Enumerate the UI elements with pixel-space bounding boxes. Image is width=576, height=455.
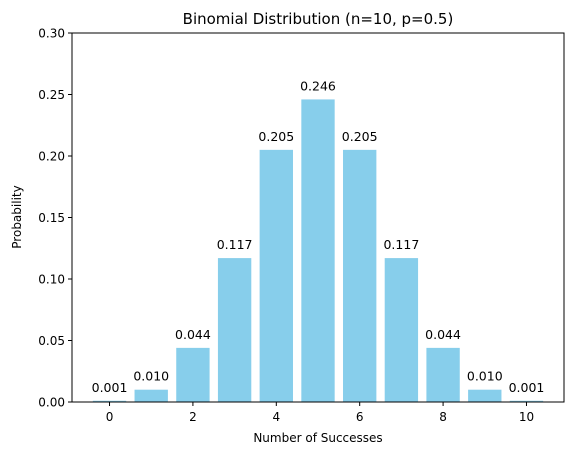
y-axis: 0.00 0.05 0.10 0.15 0.20 0.25 0.30 (38, 27, 72, 410)
y-tick-label-5: 0.25 (38, 88, 65, 102)
bar-7 (384, 258, 419, 402)
chart-title: Binomial Distribution (n=10, p=0.5) (183, 10, 454, 28)
bar-8 (426, 347, 460, 402)
y-tick-label-3: 0.15 (38, 211, 65, 225)
y-tick-label-2: 0.10 (38, 273, 65, 287)
value-label-8: 0.044 (425, 327, 461, 342)
x-tick-label-10: 10 (519, 410, 534, 424)
x-tick-label-8: 8 (439, 410, 447, 424)
value-label-1: 0.010 (133, 369, 169, 384)
value-label-5: 0.246 (300, 78, 336, 93)
value-label-7: 0.117 (383, 237, 419, 252)
y-tick-label-0: 0.00 (38, 396, 65, 410)
bar-0 (92, 400, 127, 402)
x-tick-label-2: 2 (189, 410, 197, 424)
y-tick-label-4: 0.20 (38, 150, 65, 164)
bar-6 (343, 149, 377, 402)
value-label-10: 0.001 (509, 380, 545, 395)
bar-9 (468, 389, 502, 402)
bar-1 (134, 389, 168, 402)
bars-group (92, 99, 544, 403)
value-label-2: 0.044 (175, 327, 211, 342)
value-label-3: 0.117 (217, 237, 253, 252)
x-tick-label-4: 4 (272, 410, 280, 424)
bar-2 (176, 347, 210, 402)
y-tick-label-1: 0.05 (38, 334, 65, 348)
value-label-4: 0.205 (258, 129, 294, 144)
x-axis: 0 2 4 6 8 10 (106, 402, 534, 424)
x-axis-label: Number of Successes (253, 431, 382, 445)
value-label-9: 0.010 (467, 369, 503, 384)
y-tick-label-6: 0.30 (38, 27, 65, 41)
bar-5 (301, 99, 335, 403)
value-label-6: 0.205 (342, 129, 378, 144)
bar-3 (217, 258, 252, 402)
bar-4 (259, 149, 293, 402)
x-tick-label-6: 6 (356, 410, 364, 424)
value-label-0: 0.001 (92, 380, 128, 395)
x-tick-label-0: 0 (106, 410, 114, 424)
value-labels-group: 0.001 0.010 0.044 0.117 0.205 0.246 0.205 0.117… (92, 78, 545, 394)
bar-10 (509, 400, 544, 402)
y-axis-label: Probability (10, 185, 24, 248)
